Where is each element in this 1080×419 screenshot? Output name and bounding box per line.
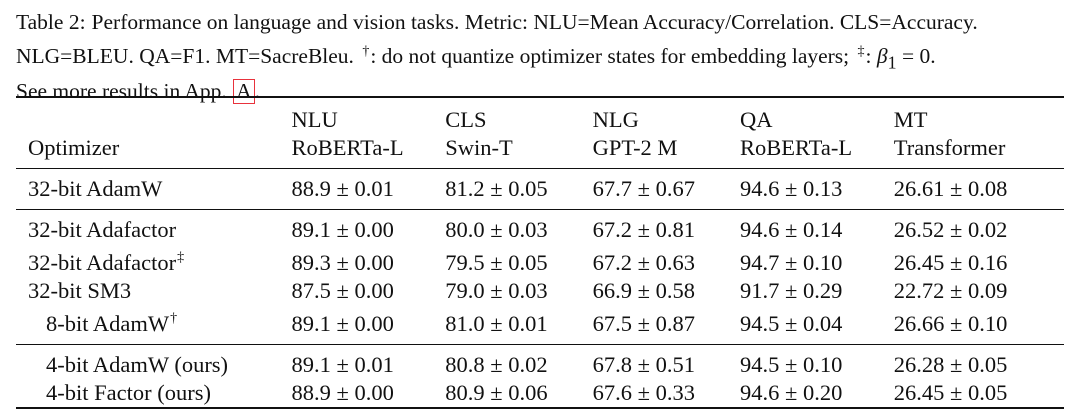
optimizer-name: 32-bit Adafactor <box>28 217 177 242</box>
optimizer-name: 8-bit AdamW <box>46 311 170 336</box>
qa-value: 94.6 ± 0.13 <box>740 168 894 210</box>
nlg-value: 67.7 ± 0.67 <box>592 168 741 210</box>
caption-line-2: NLG=BLEU. QA=F1. MT=SacreBleu. †: do not… <box>16 37 1072 77</box>
nlu-value: 88.9 ± 0.01 <box>291 168 446 210</box>
optimizer-cell: 4-bit AdamW (ours) <box>16 344 292 379</box>
header-row: Optimizer NLU RoBERTa-L CLS Swin-T NLG GPT-… <box>16 96 1064 169</box>
header-task: QA <box>740 107 773 132</box>
mt-value: 26.28 ± 0.05 <box>893 344 1064 379</box>
optimizer-cell: 32-bit Adafactor‡ <box>16 244 292 277</box>
nlu-value: 89.1 ± 0.01 <box>291 344 446 379</box>
nlg-value: 66.9 ± 0.58 <box>592 278 695 303</box>
cls-value: 80.0 ± 0.03 <box>445 209 593 244</box>
beta-subscript: 1 <box>887 52 897 73</box>
optimizer-name: 32-bit SM3 <box>28 278 132 303</box>
mt-value: 26.45 ± 0.16 <box>893 250 1008 275</box>
optimizer-name: 4-bit Factor (ours) <box>46 380 211 405</box>
caption-text-2b: : do not quantize optimizer states for e… <box>370 44 850 68</box>
optimizer-cell: 32-bit SM3 <box>16 277 292 305</box>
dagger-symbol: † <box>362 44 370 59</box>
nlu-value: 89.1 ± 0.00 <box>291 209 446 244</box>
beta-symbol: β <box>876 44 888 68</box>
cls-value: 79.5 ± 0.05 <box>445 250 548 275</box>
header-model: Swin-T <box>445 135 513 160</box>
cls-value: 80.9 ± 0.06 <box>445 379 593 409</box>
header-model: Transformer <box>893 135 1006 160</box>
qa-value: 91.7 ± 0.29 <box>740 278 843 303</box>
header-task: NLU <box>291 107 338 132</box>
beta-equation: = 0. <box>896 44 936 68</box>
cls-value: 81.2 ± 0.05 <box>445 168 593 210</box>
qa-value: 94.7 ± 0.10 <box>740 250 843 275</box>
caption-text-3-end: . <box>254 79 261 104</box>
table-row: 32-bit SM3 87.5 ± 0.00 79.0 ± 0.03 66.9 … <box>16 277 1064 305</box>
header-optimizer: Optimizer <box>16 96 292 169</box>
qa-value: 94.6 ± 0.14 <box>740 209 894 244</box>
qa-value: 94.6 ± 0.20 <box>740 379 894 409</box>
header-cls: CLS Swin-T <box>445 96 593 169</box>
mt-value: 26.61 ± 0.08 <box>893 168 1064 210</box>
double-dagger-symbol: ‡ <box>857 44 865 59</box>
results-table: Optimizer NLU RoBERTa-L CLS Swin-T NLG GPT-… <box>16 96 1064 409</box>
nlu-value: 87.5 ± 0.00 <box>291 278 394 303</box>
nlg-value: 67.6 ± 0.33 <box>592 379 741 409</box>
qa-value: 94.5 ± 0.04 <box>740 311 843 336</box>
nlg-value: 67.8 ± 0.51 <box>592 344 741 379</box>
mt-value: 22.72 ± 0.09 <box>893 278 1008 303</box>
caption-line-1: Table 2: Performance on language and visi… <box>16 8 1072 37</box>
mt-value: 26.45 ± 0.05 <box>893 379 1064 409</box>
table-row: 4-bit Factor (ours) 88.9 ± 0.00 80.9 ± 0… <box>16 379 1064 409</box>
header-task: MT <box>893 107 928 132</box>
header-task: NLG <box>592 107 639 132</box>
caption-text-2c: : <box>865 44 877 68</box>
nlu-value: 89.3 ± 0.00 <box>291 250 394 275</box>
table-caption: Table 2: Performance on language and visi… <box>16 8 1072 106</box>
double-dagger-mark: ‡ <box>177 250 185 265</box>
header-model: RoBERTa-L <box>740 135 853 160</box>
table-row: 32-bit Adafactor‡ 89.3 ± 0.00 79.5 ± 0.0… <box>16 244 1064 277</box>
caption-label: Table 2: <box>16 10 86 34</box>
dagger-mark: † <box>170 311 178 326</box>
caption-text-1: Performance on language and vision tasks… <box>91 10 978 34</box>
qa-value: 94.5 ± 0.10 <box>740 344 894 379</box>
mt-value: 26.52 ± 0.02 <box>893 209 1064 244</box>
optimizer-cell: 32-bit Adafactor <box>16 209 292 244</box>
header-nlu: NLU RoBERTa-L <box>291 96 446 169</box>
cls-value: 79.0 ± 0.03 <box>445 278 548 303</box>
optimizer-name: 4-bit AdamW (ours) <box>46 352 229 377</box>
optimizer-name: 32-bit AdamW <box>28 176 163 201</box>
nlg-value: 67.2 ± 0.63 <box>592 250 695 275</box>
header-qa: QA RoBERTa-L <box>740 96 894 169</box>
table-row: 32-bit AdamW 88.9 ± 0.01 81.2 ± 0.05 67.… <box>16 168 1064 210</box>
header-model: RoBERTa-L <box>291 135 404 160</box>
optimizer-cell: 8-bit AdamW† <box>16 305 292 345</box>
nlu-value: 88.9 ± 0.00 <box>291 379 446 409</box>
header-model: Optimizer <box>28 135 120 160</box>
table-row: 32-bit Adafactor 89.1 ± 0.00 80.0 ± 0.03… <box>16 209 1064 244</box>
mt-value: 26.66 ± 0.10 <box>893 311 1008 336</box>
nlg-value: 67.2 ± 0.81 <box>592 209 741 244</box>
cls-value: 81.0 ± 0.01 <box>445 311 548 336</box>
optimizer-name: 32-bit Adafactor <box>28 250 177 275</box>
table-row: 4-bit AdamW (ours) 89.1 ± 0.01 80.8 ± 0.… <box>16 344 1064 379</box>
header-task: CLS <box>445 107 487 132</box>
nlu-value: 89.1 ± 0.00 <box>291 311 394 336</box>
optimizer-cell: 4-bit Factor (ours) <box>16 379 292 409</box>
optimizer-cell: 32-bit AdamW <box>16 168 292 210</box>
header-mt: MT Transformer <box>893 96 1064 169</box>
table-row: 8-bit AdamW† 89.1 ± 0.00 81.0 ± 0.01 67.… <box>16 305 1064 345</box>
cls-value: 80.8 ± 0.02 <box>445 344 593 379</box>
nlg-value: 67.5 ± 0.87 <box>592 311 695 336</box>
caption-text-2a: NLG=BLEU. QA=F1. MT=SacreBleu. <box>16 44 354 68</box>
header-nlg: NLG GPT-2 M <box>592 96 741 169</box>
header-model: GPT-2 M <box>592 135 678 160</box>
